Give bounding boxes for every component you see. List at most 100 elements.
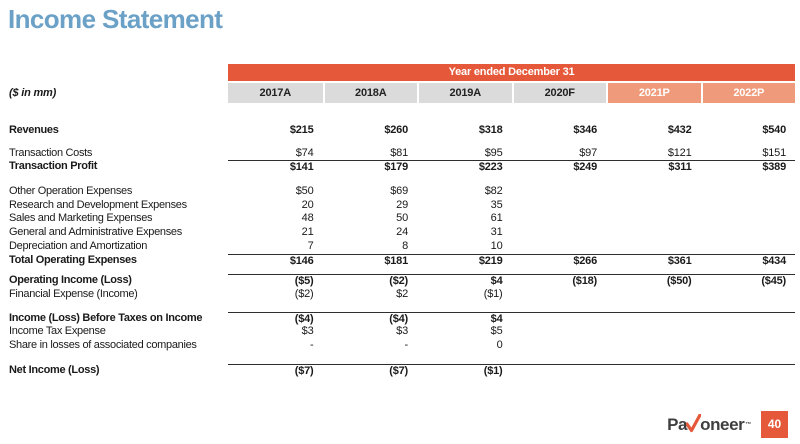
value-cell: $249 — [573, 161, 597, 174]
row-label: Share in losses of associated companies — [9, 338, 197, 351]
value-cell: $215 — [289, 124, 314, 136]
value-cell: ($1) — [483, 364, 503, 377]
value-cell — [606, 339, 701, 353]
value-cell — [701, 313, 796, 326]
value-cell: 29 — [396, 198, 408, 211]
table-rows: Revenues $215 $260 $318 $346 $432 $540 Transact… — [8, 103, 795, 377]
value-cell: $540 — [762, 124, 786, 136]
row-values: $3 $3 $5 — [228, 325, 795, 339]
value-cell: $346 — [573, 124, 597, 136]
value-cell — [701, 325, 796, 339]
table-row: Depreciation and Amortization 7 8 10 — [8, 240, 795, 254]
value-cell: 48 — [301, 212, 314, 225]
table-header-row: ($ in mm) 2017A 2018A 2019A 2020F 2021P 2022P — [8, 83, 795, 103]
value-cell — [512, 365, 607, 378]
value-cell: $389 — [762, 161, 786, 174]
value-cell — [701, 339, 796, 353]
value-cell: 20 — [301, 198, 314, 211]
value-cell: $3 — [396, 325, 408, 338]
value-cell: $361 — [667, 254, 692, 267]
value-cell: $50 — [295, 185, 314, 198]
value-cell — [606, 240, 701, 254]
row-values: $215 $260 $318 $346 $432 $540 — [228, 124, 795, 138]
value-cell: 35 — [490, 198, 503, 211]
value-cell: $151 — [762, 146, 786, 159]
value-cell: ($4) — [389, 312, 408, 325]
value-cell — [701, 240, 796, 254]
value-cell: $4 — [490, 312, 503, 325]
logo-text-pre: Pa — [667, 414, 688, 434]
value-cell — [606, 313, 701, 326]
value-cell — [701, 185, 796, 199]
value-cell: ($1) — [483, 287, 503, 300]
value-cell — [701, 212, 796, 226]
row-values: $141 $179 $223 $249 $311 $389 — [228, 160, 795, 174]
table-row: Transaction Costs $74 $81 $95 $97 $121 $151 — [8, 147, 795, 161]
row-label: Transaction Profit — [9, 160, 98, 173]
row-label: Research and Development Expenses — [9, 198, 187, 211]
value-cell: ($4) — [294, 312, 314, 325]
value-cell — [512, 185, 607, 199]
value-cell: 7 — [307, 239, 314, 252]
value-cell: $82 — [484, 185, 503, 198]
page-title: Income Statement — [8, 4, 223, 34]
value-cell: $434 — [762, 254, 786, 267]
value-cell: $4 — [490, 275, 503, 288]
value-cell: $260 — [384, 124, 408, 136]
value-cell — [701, 226, 796, 240]
value-cell — [606, 288, 701, 302]
value-cell: $318 — [478, 124, 503, 136]
value-cell — [606, 212, 701, 226]
value-cell — [606, 199, 701, 213]
spacer-row — [8, 267, 795, 274]
value-cell — [701, 365, 796, 378]
spacer-row — [8, 302, 795, 312]
footer: Pa oneer ™ 40 — [667, 411, 788, 438]
value-cell: 8 — [402, 239, 408, 252]
value-cell — [512, 339, 607, 353]
table-row: General and Administrative Expenses 21 24 3… — [8, 226, 795, 240]
row-values: ($5) ($2) $4 ($18) ($50) ($45) — [228, 274, 795, 288]
row-values: $50 $69 $82 — [228, 185, 795, 199]
value-cell: ($50) — [666, 275, 692, 288]
value-cell: $179 — [384, 161, 408, 174]
value-cell — [512, 226, 607, 240]
value-cell — [606, 185, 701, 199]
table-row: Total Operating Expenses $146 $181 $219 $266… — [8, 253, 795, 268]
value-cell — [606, 365, 701, 378]
check-icon — [686, 414, 702, 433]
row-label: Net Income (Loss) — [9, 363, 100, 376]
column-headers: 2017A 2018A 2019A 2020F 2021P 2022P — [228, 83, 795, 103]
spacer-row — [8, 174, 795, 185]
value-cell: $432 — [667, 124, 692, 136]
value-cell: $74 — [295, 146, 314, 159]
row-values: $74 $81 $95 $97 $121 $151 — [228, 147, 795, 161]
value-cell: - — [310, 338, 314, 351]
value-cell: 10 — [490, 239, 503, 252]
value-cell: $121 — [667, 146, 692, 159]
table-row: Transaction Profit $141 $179 $223 $249 $311 $3… — [8, 160, 795, 174]
row-label: General and Administrative Expenses — [9, 226, 182, 239]
row-values: ($2) $2 ($1) — [228, 288, 795, 302]
value-cell: 50 — [396, 212, 408, 225]
value-cell: $311 — [668, 161, 692, 174]
value-cell: 0 — [496, 338, 503, 351]
table-row: Revenues $215 $260 $318 $346 $432 $540 — [8, 124, 795, 138]
spacer-row — [8, 353, 795, 364]
value-cell: ($45) — [761, 275, 786, 288]
value-cell — [512, 212, 607, 226]
row-values: - - 0 — [228, 339, 795, 353]
logo-text-post: oneer — [700, 414, 745, 434]
row-label: Operating Income (Loss) — [9, 274, 132, 287]
value-cell: ($7) — [294, 364, 314, 377]
value-cell — [512, 313, 607, 326]
row-label: Income (Loss) Before Taxes on Income — [9, 311, 203, 324]
value-cell: - — [404, 338, 409, 351]
value-cell — [606, 226, 701, 240]
table-row: Operating Income (Loss) ($5) ($2) $4 ($18) ($… — [8, 274, 795, 288]
value-cell — [512, 325, 607, 339]
value-cell: ($18) — [572, 275, 597, 288]
table-row: Financial Expense (Income) ($2) $2 ($1) — [8, 288, 795, 302]
row-label: Depreciation and Amortization — [9, 239, 148, 252]
value-cell — [606, 325, 701, 339]
